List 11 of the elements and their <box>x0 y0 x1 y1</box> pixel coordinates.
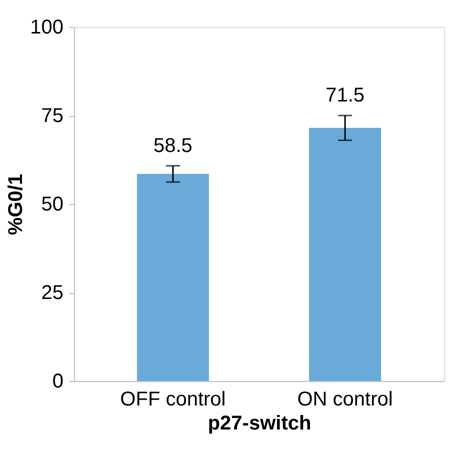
y-tick-label: 75 <box>41 105 64 127</box>
y-tick-label: 50 <box>41 194 64 216</box>
y-tick-label: 25 <box>41 282 64 304</box>
data-label: 71.5 <box>326 84 365 106</box>
y-tick-label: 0 <box>52 370 64 392</box>
x-tick-label: ON control <box>297 388 393 410</box>
y-axis-title: %G0/1 <box>5 174 28 236</box>
x-tick-label: OFF control <box>120 388 226 410</box>
data-label: 58.5 <box>153 134 192 157</box>
y-tick-label: 100 <box>30 16 64 38</box>
x-axis-title: p27-switch <box>208 412 312 434</box>
